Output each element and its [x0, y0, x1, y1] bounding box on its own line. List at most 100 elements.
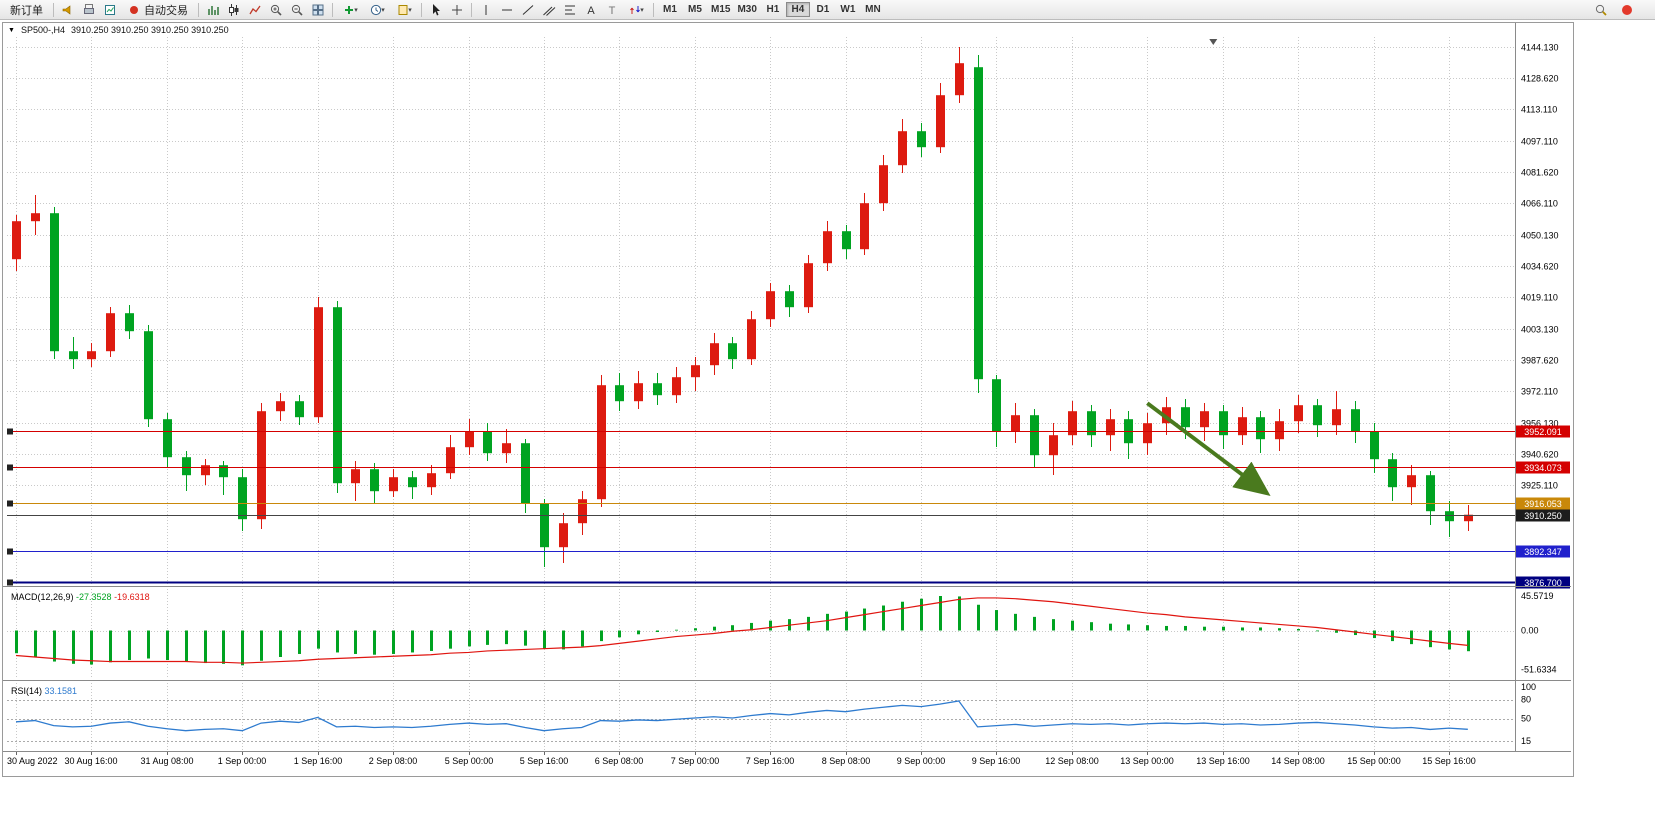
candle — [710, 343, 719, 366]
candle — [955, 63, 964, 96]
candle — [370, 469, 379, 492]
notification-icon[interactable] — [1617, 1, 1637, 19]
candle — [1106, 419, 1115, 436]
candle — [201, 465, 210, 476]
price-axis-label: 3925.110 — [1521, 481, 1558, 491]
timeframe-m1[interactable]: M1 — [658, 2, 682, 17]
tile-windows-icon[interactable] — [308, 1, 328, 19]
candle — [502, 443, 511, 454]
macd-bar — [863, 608, 866, 631]
macd-bar — [260, 630, 263, 661]
zoom-out-icon[interactable] — [287, 1, 307, 19]
candle — [766, 291, 775, 320]
price-axis-label: 4003.130 — [1521, 325, 1559, 335]
candle — [1030, 415, 1039, 456]
trendline-tool-icon[interactable] — [518, 1, 538, 19]
macd-bar — [1071, 620, 1074, 631]
alert-horn-icon[interactable] — [58, 1, 78, 19]
candle — [578, 499, 587, 524]
macd-bar — [977, 604, 980, 631]
ohlc-values: 3910.250 3910.250 3910.250 3910.250 — [70, 25, 229, 35]
rsi-axis-label: 100 — [1521, 682, 1536, 692]
toolbar-separator — [471, 2, 472, 17]
timeframe-mn[interactable]: MN — [861, 2, 885, 17]
rsi-axis-label: 50 — [1521, 714, 1531, 724]
horizontal-line-tool-icon[interactable] — [497, 1, 517, 19]
macd-bar — [1222, 626, 1225, 631]
print-icon[interactable] — [79, 1, 99, 19]
vertical-line-tool-icon[interactable] — [476, 1, 496, 19]
macd-bar — [204, 630, 207, 664]
candle — [314, 307, 323, 418]
macd-bar — [1354, 630, 1357, 636]
timeframe-m30[interactable]: M30 — [734, 2, 759, 17]
autotrading-button[interactable]: 自动交易 — [121, 1, 194, 18]
timeframe-d1[interactable]: D1 — [811, 2, 835, 17]
new-order-button[interactable]: 新订单 — [4, 1, 49, 18]
candle — [992, 379, 1001, 432]
timeframe-h4[interactable]: H4 — [785, 2, 810, 17]
search-icon[interactable] — [1591, 1, 1611, 19]
add-indicator-icon[interactable]: ▾ — [337, 1, 363, 19]
macd-bar — [317, 630, 320, 649]
bar-chart-icon[interactable] — [203, 1, 223, 19]
main-toolbar: 新订单 自动交易 ▾ ▾ ▾ — [0, 0, 1655, 20]
crosshair-icon[interactable] — [447, 1, 467, 19]
macd-bar — [1467, 630, 1470, 652]
candlestick-icon[interactable] — [224, 1, 244, 19]
macd-bar — [392, 630, 395, 654]
templates-icon[interactable]: ▾ — [391, 1, 417, 19]
chart-shift-marker[interactable] — [1209, 39, 1218, 45]
chevron-down-icon: ▾ — [640, 6, 644, 14]
timeframe-m15[interactable]: M15 — [708, 2, 733, 17]
fibonacci-tool-icon[interactable] — [560, 1, 580, 19]
channel-tool-icon[interactable] — [539, 1, 559, 19]
timeframe-w1[interactable]: W1 — [836, 2, 860, 17]
candle — [879, 165, 888, 204]
candle — [1219, 411, 1228, 436]
candle — [465, 431, 474, 448]
candle — [860, 203, 869, 250]
chart-canvas[interactable]: 4144.130 4128.620 4113.110 4097.110 4081.620… — [3, 23, 1571, 774]
arrows-tool-icon[interactable]: ▾ — [623, 1, 649, 19]
macd-bar — [694, 628, 697, 631]
metaeditor-icon[interactable] — [100, 1, 120, 19]
line-chart-icon[interactable] — [245, 1, 265, 19]
macd-bar — [449, 630, 452, 649]
price-line-objects[interactable]: 3952.091 3934.073 3916.053 3892.347 3876.700… — [7, 425, 1570, 589]
text-tool-icon[interactable]: A — [581, 1, 601, 19]
macd-bar — [1184, 625, 1187, 631]
macd-bar — [731, 625, 734, 631]
periods-clock-icon[interactable]: ▾ — [364, 1, 390, 19]
svg-text:3952.091: 3952.091 — [1524, 427, 1562, 437]
svg-text:3910.250: 3910.250 — [1524, 511, 1562, 521]
time-axis-label: 31 Aug 08:00 — [140, 756, 193, 766]
candle — [1332, 409, 1341, 426]
timeframe-h1[interactable]: H1 — [761, 2, 785, 17]
new-order-label: 新订单 — [10, 4, 43, 17]
macd-bar — [53, 630, 56, 662]
price-axis-label: 4050.130 — [1521, 231, 1559, 241]
candle — [69, 351, 78, 360]
candle — [1370, 431, 1379, 460]
candle — [427, 473, 436, 488]
trend-arrow-annotation[interactable] — [1146, 401, 1271, 497]
timeframe-m5[interactable]: M5 — [683, 2, 707, 17]
chevron-down-icon: ▾ — [354, 6, 358, 14]
chart-window[interactable]: ▼ SP500-,H4 3910.250 3910.250 3910.250 3… — [2, 22, 1574, 777]
time-axis-label: 9 Sep 16:00 — [972, 756, 1021, 766]
macd-bar — [600, 630, 603, 642]
candle — [559, 523, 568, 548]
macd-bar — [939, 596, 942, 631]
candle — [1464, 514, 1473, 522]
candle — [691, 365, 700, 378]
svg-text:3892.347: 3892.347 — [1524, 547, 1562, 557]
chart-menu-icon[interactable]: ▼ — [8, 26, 15, 34]
candle — [1238, 417, 1247, 436]
macd-bar — [411, 630, 414, 653]
zoom-in-icon[interactable] — [266, 1, 286, 19]
price-axis-label: 3956.130 — [1521, 419, 1559, 429]
label-tool-icon[interactable]: T — [602, 1, 622, 19]
time-axis-label: 6 Sep 08:00 — [595, 756, 644, 766]
cursor-icon[interactable] — [426, 1, 446, 19]
